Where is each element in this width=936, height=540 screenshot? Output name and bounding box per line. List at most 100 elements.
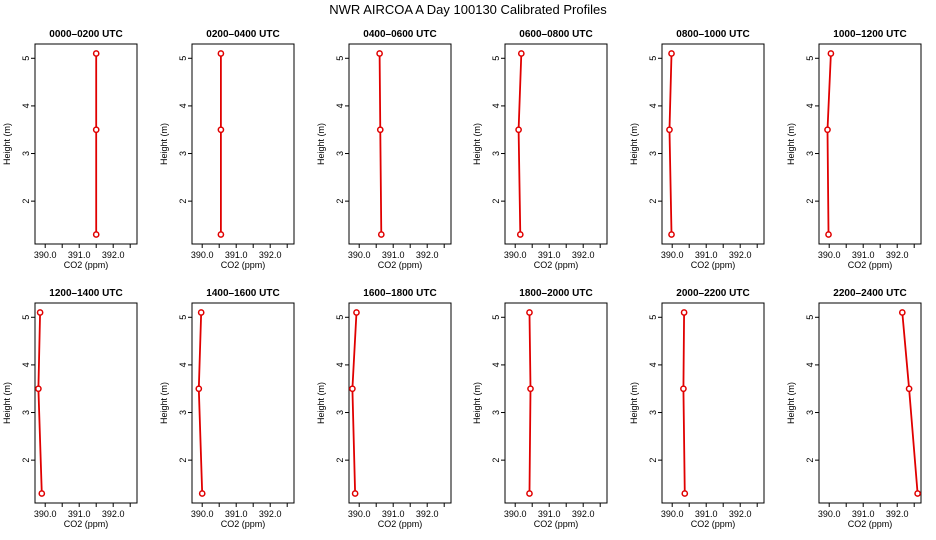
panel-8-profile-line-1 [197,312,204,494]
panel-4-y-tick-label-3: 4 [491,103,501,108]
panel-8-profile-point-3 [197,309,205,316]
panel-2-y-axis-label: Height (m) [159,123,169,165]
panel-9-x-axis-label: CO2 (ppm) [378,519,423,529]
panel-1-profile-point-3 [92,50,100,57]
panel-2-x-axis-label: CO2 (ppm) [221,260,266,270]
panel-5-profile-point-2 [666,126,673,134]
panel-9-x-tick-label-2: 391.0 [382,509,405,519]
panel-7-title: 1200–1400 UTC [49,288,122,299]
panel-10-x-axis-label: CO2 (ppm) [534,519,579,529]
panel-11-profile-point-1 [681,490,689,497]
panel-3-x-tick-label-1: 390.0 [348,250,371,260]
panel-7-y-tick-label-2: 3 [21,410,31,415]
panel-11-plot-frame [661,302,765,504]
panel-4-profile-line-1 [517,53,523,235]
panel-8-x-tick-label-1: 390.0 [191,509,214,519]
panel-7-x-tick-label-2: 391.0 [68,509,91,519]
panel-7-y-axis-label: Height (m) [2,382,12,424]
panel-8-x-axis-label: CO2 (ppm) [221,519,266,529]
panel-3-profile-point-3 [376,50,383,57]
panel-12-profile-point-2 [905,385,913,393]
panel-10-x-tick-label-1: 390.0 [504,509,527,519]
panel-6-y-tick-label-4: 5 [805,56,815,61]
panel-5-y-tick-label-2: 3 [648,151,658,156]
panel-6-y-axis-label: Height (m) [786,123,796,165]
panel-8-profile-point-1 [198,490,206,497]
panel-9-y-tick-label-2: 3 [335,410,345,415]
panel-10-profile-point-2 [527,385,534,393]
panel-6-plot-frame [818,43,922,245]
panel-12-x-tick-label-2: 391.0 [852,509,875,519]
panel-1-title: 0000–0200 UTC [49,29,122,40]
panel-10-y-tick-label-3: 4 [491,362,501,367]
panel-3-x-tick-label-3: 392.0 [416,250,439,260]
panel-6-profile-point-3 [827,50,835,57]
panel-11-y-tick-label-4: 5 [648,315,658,320]
panel-6-y-tick-label-1: 2 [805,199,815,204]
panel-2-y-tick-label-1: 2 [178,199,188,204]
panel-8-y-tick-label-1: 2 [178,458,188,463]
panel-12-x-tick-label-1: 390.0 [818,509,841,519]
panel-9-x-tick-label-3: 392.0 [416,509,439,519]
panel-11-y-tick-label-1: 2 [648,458,658,463]
panel-4-y-tick-label-1: 2 [491,199,501,204]
panel-4-x-tick-label-3: 392.0 [572,250,595,260]
panel-12-y-tick-label-4: 5 [805,315,815,320]
panel-5-x-tick-label-1: 390.0 [661,250,684,260]
panel-4-y-axis-label: Height (m) [472,123,482,165]
panel-7-profile-line-1 [37,312,43,494]
panel-7-x-tick-label-3: 392.0 [102,509,125,519]
panel-11-x-tick-label-1: 390.0 [661,509,684,519]
panel-12-y-tick-label-1: 2 [805,458,815,463]
panel-8-profile-point-2 [195,385,203,393]
panel-7-y-tick-label-4: 5 [21,315,31,320]
panel-10-y-axis-label: Height (m) [472,382,482,424]
panel-2-title: 0200–0400 UTC [206,29,279,40]
panel-11-y-tick-label-3: 4 [648,362,658,367]
panel-9-profile-point-3 [353,309,360,316]
panel-3-profile-point-2 [376,126,384,134]
panel-5-title: 0800–1000 UTC [676,29,749,40]
panel-11-profile-point-3 [680,309,688,316]
panel-1-profile-point-1 [92,231,100,238]
panel-1-x-tick-label-2: 391.0 [68,250,91,260]
panel-4-profile-point-2 [515,126,522,134]
panel-7-profile-point-1 [38,490,46,497]
panel-10-profile-line-1 [528,312,532,494]
panel-3-profile-point-1 [377,231,385,238]
panel-8-x-tick-label-3: 392.0 [259,509,282,519]
panel-6-title: 1000–1200 UTC [833,29,906,40]
panel-4-title: 0600–0800 UTC [519,29,592,40]
panel-4-y-tick-label-2: 3 [491,151,501,156]
panel-6-x-tick-label-2: 391.0 [852,250,875,260]
panel-2-profile-point-3 [217,50,225,57]
panel-9-plot-frame [348,302,452,504]
panel-12-profile-point-3 [898,309,906,316]
panel-3-x-axis-label: CO2 (ppm) [378,260,423,270]
panel-1-y-tick-label-4: 5 [21,56,31,61]
panel-6-y-tick-label-3: 4 [805,103,815,108]
panel-9-y-tick-label-1: 2 [335,458,345,463]
figure-title: NWR AIRCOA A Day 100130 Calibrated Profi… [329,2,607,17]
panel-11-x-tick-label-3: 392.0 [729,509,752,519]
panel-11-x-tick-label-2: 391.0 [695,509,718,519]
panel-2-y-tick-label-2: 3 [178,151,188,156]
panel-2-x-tick-label-1: 390.0 [191,250,214,260]
panel-10-x-tick-label-3: 392.0 [572,509,595,519]
panel-7-profile-point-3 [36,309,44,316]
panel-5-y-axis-label: Height (m) [629,123,639,165]
panel-11-y-tick-label-2: 3 [648,410,658,415]
panel-5-profile-point-3 [668,50,675,57]
panel-3-title: 0400–0600 UTC [363,29,436,40]
panel-2-profile-point-1 [217,231,225,238]
panel-11-profile-point-2 [680,385,687,393]
panel-3-y-tick-label-2: 3 [335,151,345,156]
panel-11-x-axis-label: CO2 (ppm) [691,519,736,529]
panel-3-y-tick-label-4: 5 [335,56,345,61]
panel-10-y-tick-label-2: 3 [491,410,501,415]
panel-11-y-axis-label: Height (m) [629,382,639,424]
panel-6-profile-point-1 [825,231,832,238]
panel-4-x-axis-label: CO2 (ppm) [534,260,579,270]
panel-12-plot-frame [818,302,922,504]
panel-10-y-tick-label-1: 2 [491,458,501,463]
